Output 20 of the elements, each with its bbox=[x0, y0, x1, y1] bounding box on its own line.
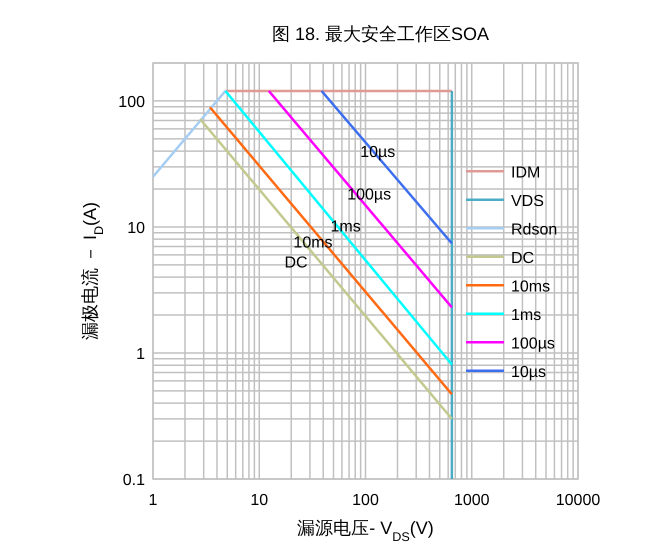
legend-label: Rdson bbox=[511, 221, 558, 238]
legend-label: 10ms bbox=[511, 278, 550, 296]
y-tick-label: 0.1 bbox=[122, 472, 146, 489]
legend-label: 100µs bbox=[511, 335, 555, 352]
legend-label: VDS bbox=[511, 192, 544, 210]
annotation: DC bbox=[284, 254, 308, 272]
x-tick-label: 10000 bbox=[556, 492, 600, 509]
x-tick-label: 1 bbox=[148, 492, 158, 509]
legend-label: 10µs bbox=[511, 364, 546, 381]
legend-label: 1ms bbox=[511, 306, 542, 324]
x-axis-title: 漏源电压- V$_{DS}$(V) bbox=[297, 518, 434, 544]
legend-label: DC bbox=[511, 250, 534, 267]
chart-title: 图 18. 最大安全工作区SOA bbox=[272, 24, 490, 44]
legend-label: IDM bbox=[511, 164, 540, 182]
x-tick-label: 10 bbox=[250, 492, 268, 509]
y-tick-label: 100 bbox=[118, 94, 146, 111]
x-tick-label: 1000 bbox=[454, 492, 490, 509]
y-tick-label: 1 bbox=[136, 346, 146, 363]
x-tick-label: 100 bbox=[352, 492, 379, 509]
y-tick-label: 10 bbox=[127, 220, 146, 237]
